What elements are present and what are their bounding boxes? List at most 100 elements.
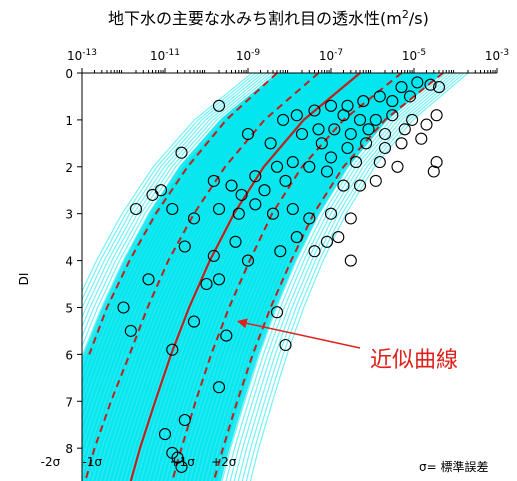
- data-point-30: [315, 137, 328, 150]
- band-curve-58: [245, 73, 465, 481]
- data-point-89: [212, 381, 226, 394]
- y-tick-label-7: 7: [65, 395, 73, 409]
- sigma-curve-0: [88, 73, 278, 355]
- y-tick-label-2: 2: [65, 161, 73, 175]
- data-point-25: [312, 123, 325, 136]
- data-point-28: [241, 127, 255, 141]
- data-point-32: [360, 137, 373, 150]
- data-point-20: [398, 123, 411, 136]
- x-tick-label-3: 10-7: [319, 48, 343, 63]
- annotation-arrow: [236, 318, 361, 349]
- data-point-76: [178, 240, 191, 253]
- band-curve-6: [82, 73, 275, 348]
- y-axis-ticks: 0 1 2 3 4 5 6 7 8: [65, 67, 82, 456]
- x-axis-ticks: 10-13 10-11 10-9 10-7 10-5 10-3: [67, 48, 509, 73]
- data-point-43: [270, 160, 284, 173]
- data-point-39: [391, 160, 404, 173]
- x-tick-label-5: 10-3: [485, 48, 509, 63]
- data-point-13: [337, 109, 350, 122]
- data-point-63: [249, 198, 262, 211]
- data-point-58: [129, 202, 143, 216]
- data-point-19: [430, 109, 443, 122]
- data-point-57: [154, 184, 168, 197]
- y-tick-label-3: 3: [65, 208, 73, 222]
- data-point-73: [274, 245, 287, 258]
- sigma-curve-1: [84, 73, 320, 481]
- data-point-52: [225, 179, 238, 192]
- data-point-46: [353, 179, 367, 192]
- y-tick-label-4: 4: [65, 255, 73, 269]
- data-point-5: [386, 95, 399, 108]
- data-point-10: [308, 104, 321, 117]
- y-tick-label-8: 8: [65, 442, 73, 456]
- data-point-70: [332, 231, 345, 244]
- data-point-42: [286, 156, 299, 169]
- data-point-64: [266, 207, 280, 220]
- data-point-51: [207, 174, 220, 187]
- y-tick-label-5: 5: [65, 301, 73, 315]
- data-point-41: [303, 160, 316, 173]
- data-point-68: [344, 212, 357, 225]
- band-curve-52: [221, 73, 443, 481]
- data-point-29: [212, 99, 226, 112]
- data-point-45: [369, 174, 382, 187]
- data-point-35: [415, 132, 428, 145]
- band-curve-56: [237, 73, 458, 481]
- y-tick-label-0: 0: [65, 67, 73, 81]
- annotation-label: 近似曲線: [370, 348, 458, 373]
- data-point-11: [290, 109, 303, 122]
- data-point-66: [303, 212, 316, 225]
- sigma-note: σ= 標準誤差: [419, 459, 488, 474]
- sigma-label-2: +1σ: [170, 455, 196, 469]
- data-point-3: [432, 81, 446, 94]
- band-curve-51: [214, 73, 441, 481]
- data-point-2: [424, 78, 437, 91]
- data-point-16: [386, 109, 399, 122]
- sigma-label-0: -2σ: [41, 455, 61, 469]
- data-point-83: [270, 306, 284, 319]
- data-point-54: [258, 184, 271, 197]
- data-point-12: [277, 113, 290, 126]
- data-point-87: [220, 329, 233, 342]
- data-point-9: [324, 99, 338, 112]
- data-point-18: [420, 118, 433, 131]
- data-point-21: [378, 127, 392, 141]
- data-point-14: [353, 113, 367, 126]
- data-point-94: [175, 460, 188, 473]
- y-axis-label: DI: [17, 273, 31, 286]
- band-curve-4: [82, 73, 268, 329]
- data-point-1: [411, 76, 424, 89]
- band-curve-1: [82, 73, 257, 302]
- data-point-79: [142, 273, 155, 286]
- band-curve-59: [249, 73, 469, 481]
- data-point-59: [166, 202, 179, 216]
- y-tick-label-1: 1: [65, 114, 73, 128]
- x-tick-label-4: 10-5: [402, 48, 426, 63]
- x-tick-label-0: 10-13: [67, 48, 97, 63]
- data-point-15: [369, 113, 382, 126]
- data-point-26: [295, 127, 309, 141]
- chart-title: 地下水の主要な水みち割れ目の透水性(m2/s): [108, 8, 429, 28]
- data-point-78: [344, 254, 357, 267]
- data-point-37: [349, 156, 363, 169]
- band-curve-53: [225, 73, 447, 481]
- band-curve-2: [82, 73, 260, 310]
- data-point-88: [279, 338, 292, 352]
- band-curve-55: [233, 73, 454, 481]
- fit-curve-group: [129, 73, 361, 481]
- data-point-74: [229, 235, 242, 248]
- sigma-label-1: -1σ: [83, 455, 103, 469]
- data-point-23: [344, 127, 357, 141]
- band-curve-54: [229, 73, 450, 481]
- band-curve-0: [82, 73, 253, 293]
- data-point-85: [124, 324, 137, 337]
- data-points: [117, 76, 446, 473]
- data-point-31: [341, 141, 354, 155]
- data-point-60: [187, 212, 201, 225]
- data-point-44: [249, 170, 262, 183]
- sigma-labels: -2σ -1σ +1σ +2σ: [41, 455, 237, 469]
- data-point-50: [175, 146, 188, 159]
- x-tick-label-1: 10-11: [150, 48, 180, 63]
- y-tick-label-6: 6: [65, 348, 73, 362]
